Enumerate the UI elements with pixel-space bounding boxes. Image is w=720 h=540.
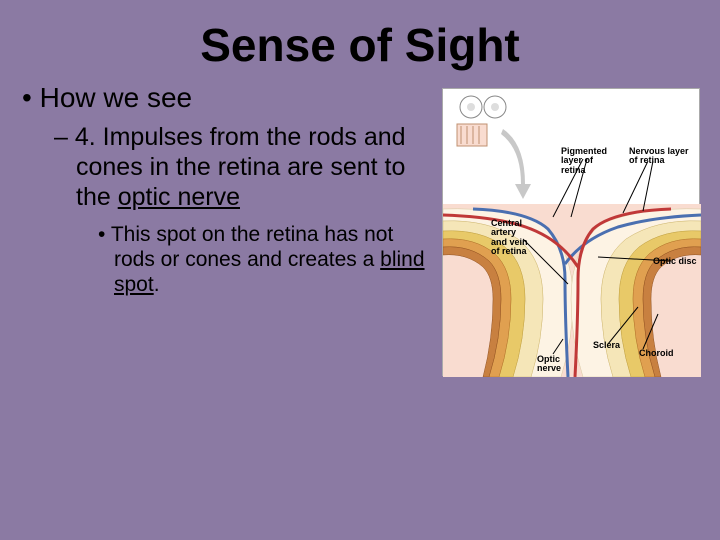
label-central: Central artery and vein of retina [491, 219, 528, 257]
bullet3-suffix: . [154, 273, 160, 296]
figure-column: Pigmented layer of retina Nervous layer … [442, 82, 702, 376]
label-sclera: Sclera [593, 341, 620, 350]
eye-anatomy-figure: Pigmented layer of retina Nervous layer … [442, 88, 700, 376]
label-optic-nerve: Optic nerve [537, 355, 561, 374]
slide-title: Sense of Sight [0, 0, 720, 82]
bullet-level2: 4. Impulses from the rods and cones in t… [18, 122, 432, 212]
label-optic-disc: Optic disc [653, 257, 697, 266]
text-column: How we see 4. Impulses from the rods and… [18, 82, 442, 376]
bullet3-text: This spot on the retina has not rods or … [111, 223, 394, 271]
content-row: How we see 4. Impulses from the rods and… [0, 82, 720, 376]
label-choroid: Choroid [639, 349, 674, 358]
bullet-level1: How we see [18, 82, 432, 114]
bullet2-underlined: optic nerve [118, 183, 240, 211]
label-nervous: Nervous layer of retina [629, 147, 689, 166]
label-pigmented: Pigmented layer of retina [561, 147, 607, 175]
bullet-level3: This spot on the retina has not rods or … [18, 222, 432, 298]
eye-diagram-svg [443, 89, 701, 377]
